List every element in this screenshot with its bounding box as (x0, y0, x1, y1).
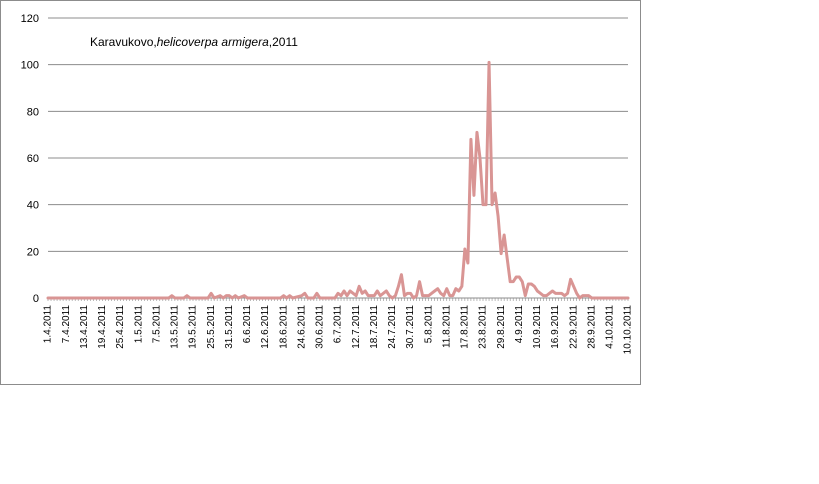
x-tick-label: 12.6.2011 (260, 305, 271, 349)
y-tick-label: 120 (21, 13, 39, 25)
series-line (46, 60, 630, 300)
x-tick-label: 31.5.2011 (224, 305, 235, 349)
x-tick-label: 1.5.2011 (133, 305, 144, 344)
gridlines (48, 17, 628, 252)
x-tick-label: 1.4.2011 (43, 305, 54, 344)
x-tick-label: 5.8.2011 (423, 305, 434, 344)
y-tick-label: 0 (33, 293, 39, 305)
x-tick-label: 12.7.2011 (351, 305, 362, 349)
x-tick-label: 18.6.2011 (278, 305, 289, 349)
x-tick-label: 10.9.2011 (532, 305, 543, 349)
x-tick-label: 4.9.2011 (514, 305, 525, 344)
chart-title-year: ,2011 (269, 35, 298, 49)
x-tick-label: 24.6.2011 (296, 305, 307, 349)
y-tick-label: 100 (21, 60, 39, 72)
x-tick-label: 25.4.2011 (115, 305, 126, 349)
y-tick-label: 60 (27, 153, 39, 165)
x-tick-label: 4.10.2011 (605, 305, 616, 349)
x-tick-label: 28.9.2011 (586, 305, 597, 349)
y-tick-label: 80 (27, 106, 39, 118)
x-tick-label: 23.8.2011 (478, 305, 489, 349)
x-tick-label: 30.7.2011 (405, 305, 416, 349)
x-tick-label: 13.4.2011 (79, 305, 90, 349)
y-tick-label: 40 (27, 200, 39, 212)
x-tick-label: 17.8.2011 (460, 305, 471, 349)
series-layer (46, 60, 630, 300)
y-tick-labels: 0 20 40 60 80 100 120 (21, 13, 39, 305)
x-tick-label: 7.4.2011 (61, 305, 72, 344)
line-chart: 0 20 40 60 80 100 120 1.4.2011 7.4.2011 13.4.201… (21, 13, 634, 355)
y-tick-label: 20 (27, 246, 39, 258)
chart-title: Karavukovo,helicoverpa armigera,2011 (90, 35, 298, 49)
chart-title-location: Karavukovo, (90, 35, 157, 49)
x-tick-label: 10.10.2011 (623, 305, 634, 355)
x-tick-label: 19.5.2011 (188, 305, 199, 349)
x-tick-label: 7.5.2011 (151, 305, 162, 344)
x-tick-label: 25.5.2011 (206, 305, 217, 349)
x-tick-label: 22.9.2011 (568, 305, 579, 349)
x-tick-label: 29.8.2011 (496, 305, 507, 349)
x-tick-label: 30.6.2011 (315, 305, 326, 349)
x-tick-labels: 1.4.2011 7.4.2011 13.4.2011 19.4.2011 25.4.2… (43, 305, 634, 355)
x-tick-label: 18.7.2011 (369, 305, 380, 349)
x-tick-label: 19.4.2011 (97, 305, 108, 349)
x-tick-label: 11.8.2011 (441, 305, 452, 348)
x-tick-label: 16.9.2011 (550, 305, 561, 349)
x-tick-label: 24.7.2011 (387, 305, 398, 349)
x-tick-label: 6.6.2011 (242, 305, 253, 344)
x-tick-label: 13.5.2011 (170, 305, 181, 349)
chart-title-species: helicoverpa armigera (157, 35, 269, 49)
x-tick-label: 6.7.2011 (333, 305, 344, 344)
chart-frame: 0 20 40 60 80 100 120 1.4.2011 7.4.2011 13.4.201… (0, 0, 641, 385)
